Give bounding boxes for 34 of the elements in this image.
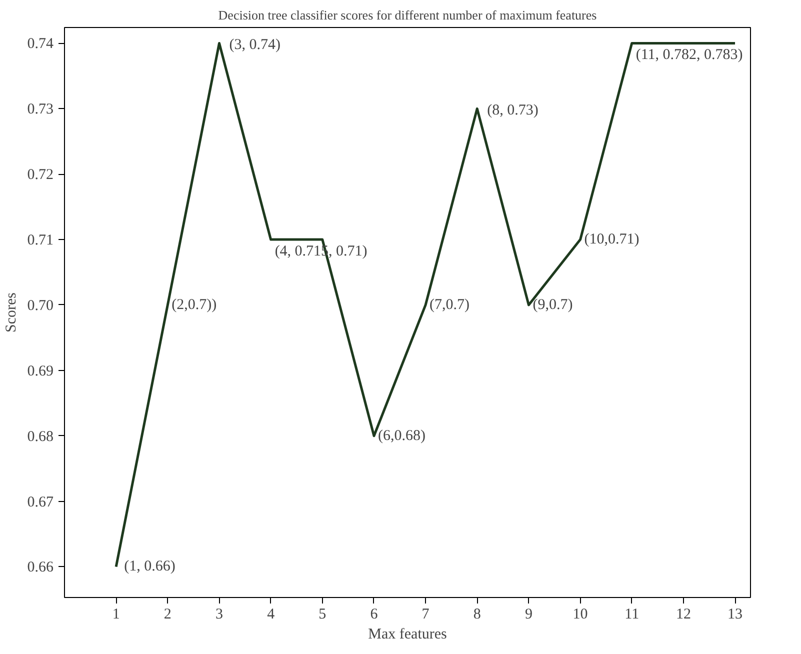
x-tick-label: 4: [267, 606, 276, 622]
x-tick-label: 3: [215, 606, 223, 622]
annotation: (2,0.7)): [172, 296, 217, 313]
annotation: (8, 0.73): [487, 102, 538, 119]
x-tick-label: 8: [473, 606, 481, 622]
y-tick-label: 0.71: [27, 232, 54, 249]
x-tick-label: 6: [370, 606, 378, 622]
annotation: (1, 0.66): [124, 558, 176, 575]
annotation: (7,0.7): [430, 296, 470, 313]
annotation: (9,0.7): [532, 296, 573, 313]
y-tick-label: 0.66: [27, 560, 54, 576]
x-tick-label: 7: [422, 606, 430, 622]
annotation: (11, 0.782, 0.783): [636, 47, 743, 64]
annotation: (3, 0.74): [229, 37, 280, 54]
x-tick-label: 5: [318, 606, 326, 622]
annotation: (10,0.71): [584, 232, 640, 248]
x-axis-title: Max features: [368, 626, 448, 642]
x-tick-label: 10: [572, 606, 588, 622]
y-axis-title: Scores: [3, 292, 20, 332]
y-tick-label: 0.74: [27, 36, 54, 52]
y-tick-label: 0.72: [27, 167, 54, 184]
x-tick-label: 12: [676, 606, 691, 622]
annotation: (6,0.68): [378, 428, 426, 444]
x-tick-label: 11: [624, 606, 640, 622]
x-tick-label: 2: [164, 606, 172, 622]
y-tick-label: 0.68: [27, 428, 54, 445]
y-tick-label: 0.69: [27, 363, 54, 380]
y-tick-label: 0.70: [27, 298, 54, 314]
y-tick-label: 0.73: [27, 102, 54, 118]
chart-title: Decision tree classifier scores for different number of maximum features: [218, 8, 597, 22]
x-tick-label: 9: [524, 606, 532, 622]
x-tick-label: 13: [728, 606, 743, 622]
x-tick-label: 1: [112, 606, 120, 622]
y-tick-label: 0.67: [27, 494, 54, 510]
